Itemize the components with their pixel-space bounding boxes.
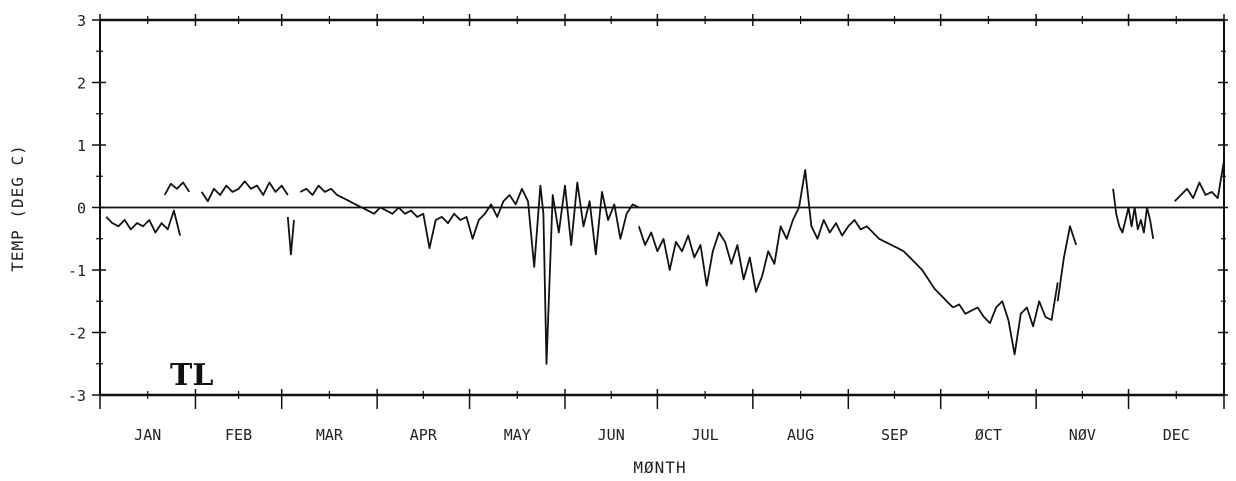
month-labels: JAN FEB MAR APR MAY JUN JUL AUG SEP ØCT NØV DEC	[134, 426, 1190, 444]
plot-frame	[99, 18, 1225, 397]
month-label: MAY	[504, 426, 531, 444]
temperature-trace-segment	[286, 216, 295, 256]
y-tick-label: 0	[77, 200, 86, 218]
month-label: MAR	[316, 426, 344, 444]
y-tick-label: 2	[77, 75, 86, 93]
y-tick-label: -1	[68, 262, 86, 280]
month-label: DEC	[1163, 426, 1190, 444]
y-tick-label: 1	[77, 137, 86, 155]
month-label: NØV	[1069, 426, 1096, 444]
y-tick-label: -2	[68, 325, 86, 343]
temperature-trace-segment	[1112, 188, 1155, 239]
month-label: AUG	[787, 426, 814, 444]
month-label: JAN	[134, 426, 161, 444]
month-label: FEB	[225, 426, 252, 444]
temperature-series	[105, 160, 1225, 365]
month-label: JUL	[692, 426, 719, 444]
y-axis-title: TEMP (DEG C)	[8, 144, 27, 272]
x-axis-title: MØNTH	[633, 458, 686, 477]
temperature-trace-segment	[163, 181, 191, 196]
month-label: ØCT	[975, 426, 1002, 444]
month-label: JUN	[598, 426, 625, 444]
month-label: APR	[410, 426, 438, 444]
temperature-trace-segment	[1056, 225, 1078, 302]
temperature-trace-segment	[527, 181, 640, 365]
temperature-trace-segment	[200, 180, 289, 203]
axis-ticks	[92, 14, 1228, 409]
y-tick-label: -3	[68, 387, 86, 405]
panel-label: TL	[170, 358, 213, 393]
temperature-trace-segment	[1174, 160, 1225, 202]
temperature-trace-segment	[638, 169, 954, 309]
temperature-trace-segment	[105, 209, 181, 236]
temperature-trace-segment	[952, 282, 1059, 356]
temperature-trace-segment	[299, 184, 529, 250]
month-label: SEP	[881, 426, 908, 444]
y-tick-labels: 3 2 1 0 -1 -2 -3	[68, 12, 86, 405]
y-tick-label: 3	[77, 12, 86, 30]
